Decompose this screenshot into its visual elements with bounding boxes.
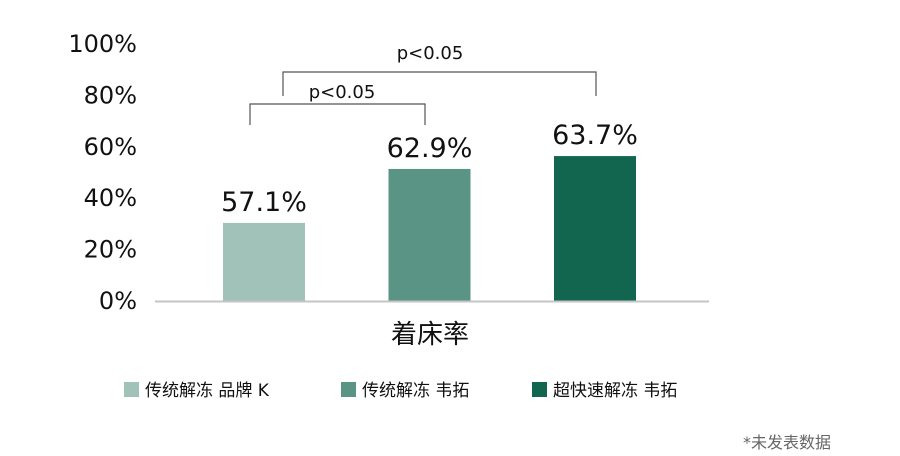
- y-tick-label: 0%: [99, 287, 137, 315]
- data-label: 57.1%: [221, 187, 307, 218]
- data-label: 63.7%: [552, 120, 638, 151]
- y-tick-label: 60%: [84, 133, 137, 161]
- significance-bracket: [282, 71, 597, 96]
- footnote: *未发表数据: [743, 433, 831, 452]
- y-tick-label: 80%: [84, 81, 137, 109]
- bar: [223, 222, 305, 301]
- significance-label: p<0.05: [309, 82, 376, 103]
- bar: [554, 156, 636, 301]
- y-tick-label: 40%: [84, 184, 137, 212]
- legend-swatch: [341, 382, 356, 397]
- y-tick-label: 100%: [68, 30, 137, 58]
- legend-label: 传统解冻 品牌 K: [145, 381, 270, 401]
- legend-swatch: [532, 382, 547, 397]
- legend-label: 超快速解冻 韦拓: [553, 381, 677, 401]
- significance-bracket: [249, 103, 426, 125]
- x-axis-label: 着床率: [391, 320, 469, 350]
- legend-swatch: [124, 382, 139, 397]
- significance-label: p<0.05: [397, 43, 464, 64]
- data-label: 62.9%: [387, 133, 473, 164]
- bar: [388, 168, 471, 301]
- legend-label: 传统解冻 韦拓: [362, 381, 469, 401]
- y-tick-label: 20%: [84, 236, 137, 264]
